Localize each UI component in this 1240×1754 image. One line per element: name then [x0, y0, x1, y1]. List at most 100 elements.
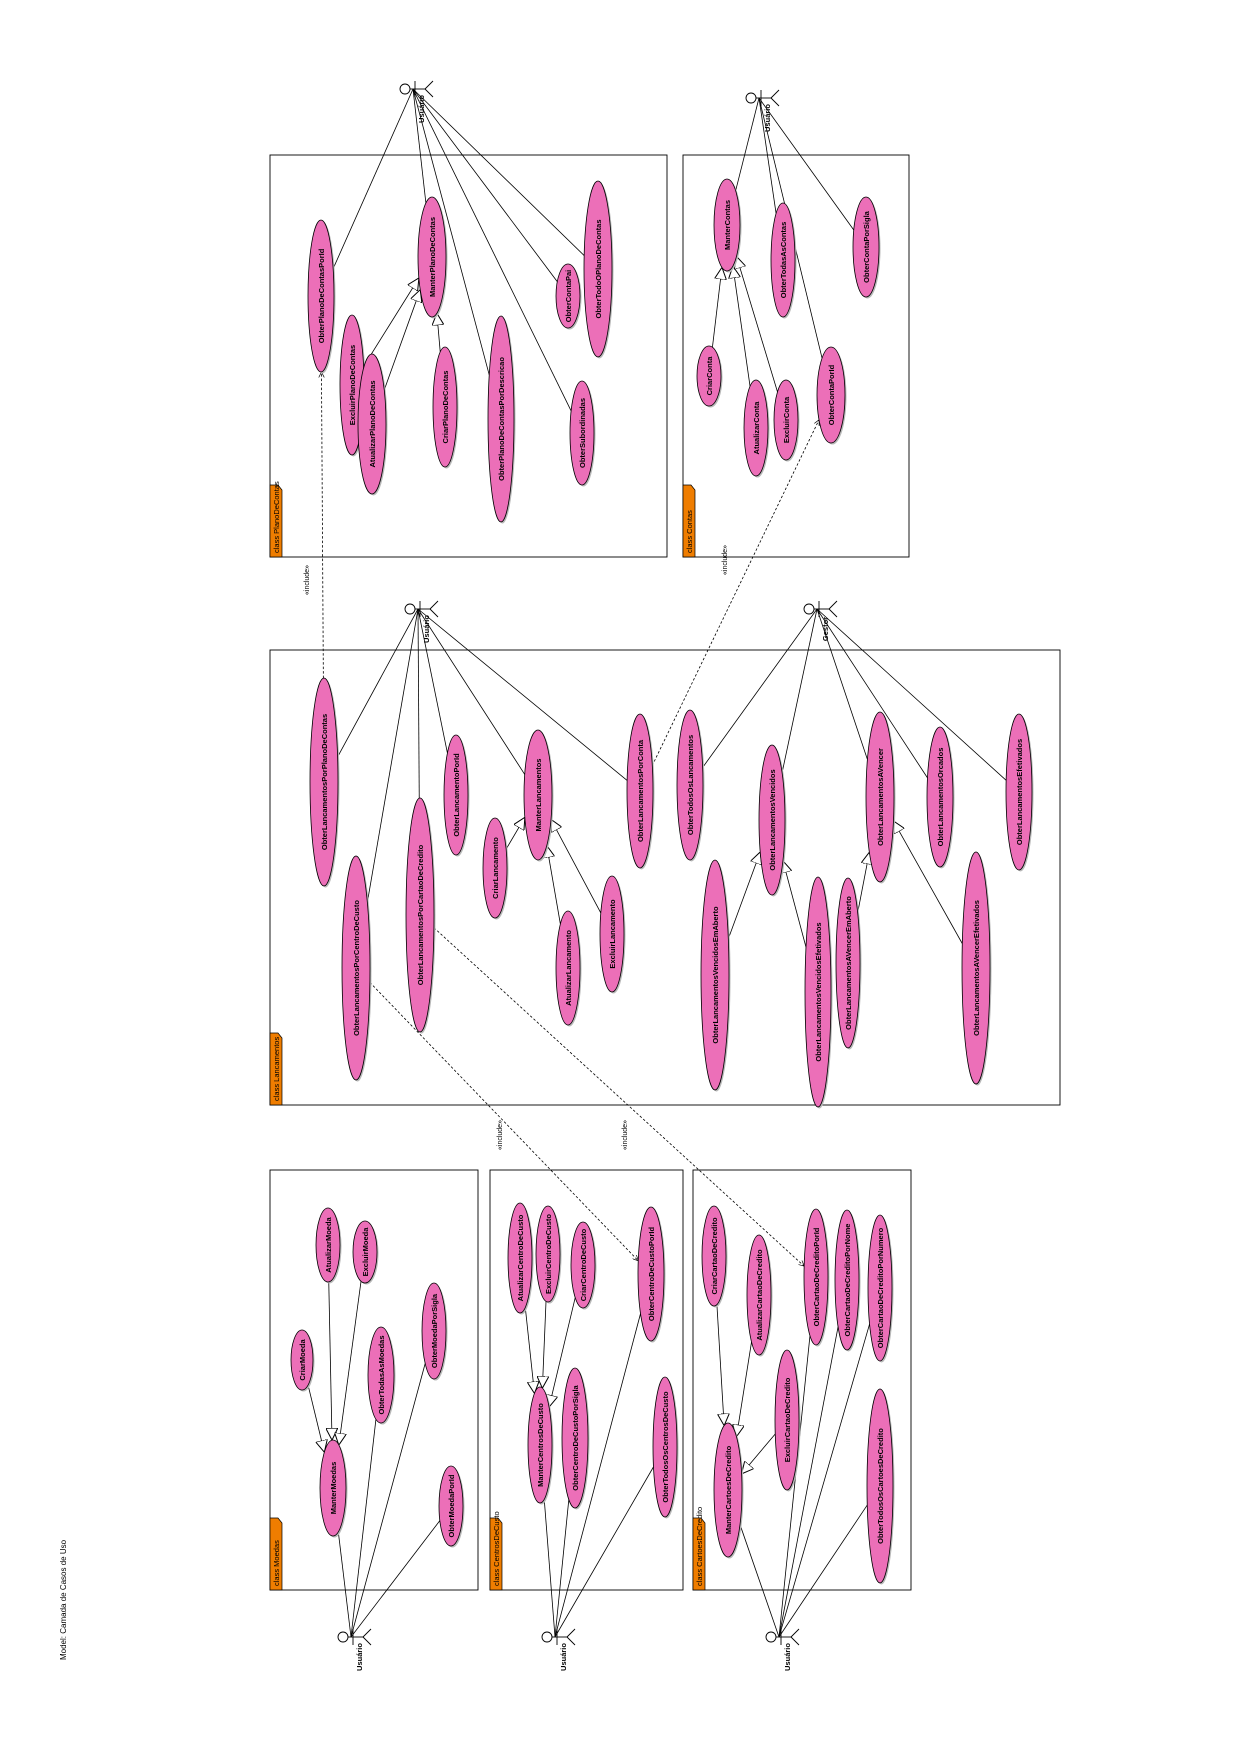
- association-p_todo: [412, 88, 585, 256]
- use-case-m-excluir: ExcluirMoeda: [352, 1220, 379, 1285]
- generalization-t_atual: [733, 266, 751, 387]
- frame-tab: [269, 484, 283, 558]
- use-case-t-manter: ManterContas: [713, 178, 742, 273]
- use-case-label: ObterLancamentosAVencer: [876, 748, 885, 846]
- generalization-t_criar: [712, 267, 722, 348]
- actor-label: Usuário: [417, 95, 426, 123]
- use-case-label: ObterContaPorId: [827, 364, 836, 425]
- generalization-c_atual: [524, 1307, 534, 1393]
- use-case-l-avencer-ef: ObterLancamentosAVencerEfetivados: [961, 851, 992, 1086]
- actor-label: Usuário: [763, 104, 772, 132]
- use-case-k-id: ObterCartaoDeCreditoPorId: [803, 1208, 830, 1347]
- actor-a-plano: Usuário: [399, 80, 434, 123]
- generalization-c_excluir: [542, 1301, 546, 1388]
- frame-tab: [682, 484, 696, 558]
- frame-title: class Moedas: [272, 1540, 281, 1586]
- use-case-label: ObterPlanoDeContasPorId: [317, 248, 326, 343]
- association-k_todos: [778, 1504, 868, 1638]
- use-case-label: ObterTodosOsCartoesDeCredito: [876, 1428, 885, 1544]
- use-case-m-manter: ManterMoedas: [319, 1439, 348, 1538]
- use-case-c-id: ObterCentroDeCustoPorId: [637, 1206, 666, 1343]
- association-m_todas: [350, 1419, 377, 1638]
- use-case-label: AtualizarPlanoDeContas: [368, 380, 377, 467]
- actor-a-lanc-user: Usuário: [404, 600, 439, 643]
- use-case-l-cartao: ObterLancamentosPorCartaoDeCredito: [405, 797, 436, 1034]
- use-case-m-id: ObterMoedaPorId: [438, 1465, 465, 1548]
- association-p_desc: [412, 88, 490, 376]
- use-case-label: ObterLancamentosOrcados: [936, 748, 945, 847]
- generalization-l_excluir: [551, 819, 602, 914]
- association-l_orcados: [816, 608, 928, 779]
- generalization-t_excluir: [737, 256, 778, 392]
- include-label-contas: «include»: [722, 545, 729, 575]
- use-case-c-sigla: ObterCentroDeCustoPorSigla: [561, 1367, 590, 1510]
- use-case-p-criar: CriarPlanoDeContas: [432, 346, 459, 469]
- use-case-label: CriarMoeda: [298, 1339, 307, 1381]
- include-label-cartao: «include»: [622, 1120, 629, 1150]
- use-case-label: ObterLancamentosPorCartaoDeCredito: [416, 844, 425, 985]
- generalization-l_venc_ef: [783, 861, 807, 948]
- use-case-label: ObterLancamentosPorConta: [636, 739, 645, 842]
- frame-title: class CartoesDeCredito: [695, 1507, 704, 1586]
- use-case-l-avencer: ObterLancamentosAVencer: [865, 711, 896, 884]
- use-case-label: AtualizarLancamento: [564, 930, 573, 1006]
- actor-label: Usuário: [422, 615, 431, 643]
- use-case-label: ObterCartaoDeCreditoPorId: [812, 1227, 821, 1326]
- frame-title: class Contas: [685, 510, 694, 553]
- use-case-l-todos: ObterTodosOsLancamentos: [676, 709, 705, 862]
- association-c_id: [554, 1313, 641, 1638]
- frame-title: class Lancamentos: [272, 1037, 281, 1101]
- use-case-label: ObterCentroDeCustoPorSigla: [571, 1384, 580, 1490]
- association-p_pai: [412, 88, 558, 282]
- include-l_centro: [369, 982, 638, 1260]
- association-m_manter: [337, 1531, 352, 1638]
- actor-label: Usuário: [783, 1643, 792, 1671]
- generalization-m_criar: [307, 1384, 324, 1452]
- include-l_plano: [321, 372, 323, 679]
- generalization-l_venc_ab: [727, 852, 760, 939]
- association-l_id: [417, 608, 448, 754]
- association-l_centro: [366, 608, 419, 903]
- use-case-label: ExcluirPlanoDeContas: [348, 345, 357, 425]
- association-k_id: [778, 1335, 811, 1638]
- use-case-label: ObterLancamentosEfetivados: [1015, 739, 1024, 845]
- frame-lanc: class Lancamentos: [269, 649, 1061, 1106]
- use-case-k-numero: ObterCartaoDeCreditoPorNumero: [867, 1214, 894, 1363]
- include-label-plano: «include»: [304, 565, 311, 595]
- use-case-p-sub: ObterSubordinadas: [569, 380, 596, 487]
- use-case-l-id: ObterLancamentoPorId: [443, 734, 470, 857]
- use-case-k-criar: CriarCartaoDeCredito: [701, 1205, 728, 1308]
- association-m_sigla: [350, 1363, 426, 1638]
- use-case-p-manter: ManterPlanoDeContas: [417, 196, 448, 319]
- use-case-k-atual: AtualizarCartaoDeCredito: [746, 1234, 773, 1357]
- use-case-label: ObterCartaoDeCreditoPorNumero: [876, 1227, 885, 1348]
- use-case-label: ManterLancamentos: [534, 759, 543, 832]
- frame-tab: [692, 1517, 706, 1591]
- generalization-p_excluir: [363, 278, 419, 367]
- generalization-k_excluir: [742, 1433, 776, 1474]
- use-case-label: ObterContaPorSigla: [862, 210, 871, 283]
- use-case-label: CriarCentroDeCusto: [579, 1228, 588, 1301]
- use-case-l-atual: AtualizarLancamento: [555, 910, 582, 1027]
- use-case-label: AtualizarCentroDeCusto: [516, 1214, 525, 1301]
- use-case-label: ManterCartoesDeCredito: [724, 1445, 733, 1534]
- use-case-p-todo: ObterTodoOPlanoDeContas: [583, 180, 614, 359]
- use-case-m-atual: AtualizarMoeda: [315, 1207, 342, 1284]
- association-l_cartao: [417, 608, 420, 799]
- use-case-label: ObterMoedaPorSigla: [430, 1293, 439, 1368]
- frame-tab: [269, 1032, 283, 1106]
- use-case-label: ExcluirConta: [782, 396, 791, 443]
- association-m_id: [350, 1520, 441, 1638]
- association-p_id: [332, 88, 414, 269]
- use-case-label: ObterLancamentosPorCentroDeCusto: [352, 900, 361, 1036]
- use-case-c-excluir: ExcluirCentroDeCusto: [535, 1205, 562, 1304]
- actor-label: Gestor: [821, 617, 830, 641]
- use-case-t-excluir: ExcluirConta: [773, 379, 800, 462]
- include-label-centro: «include»: [497, 1120, 504, 1150]
- use-case-label: ObterLancamentosVencidos: [768, 769, 777, 870]
- actor-a-contas: Usuário: [745, 89, 780, 132]
- use-case-label: ExcluirCentroDeCusto: [544, 1214, 553, 1294]
- association-k_manter: [739, 1524, 780, 1638]
- association-l_vencidos: [781, 608, 818, 773]
- association-p_sub: [412, 88, 572, 412]
